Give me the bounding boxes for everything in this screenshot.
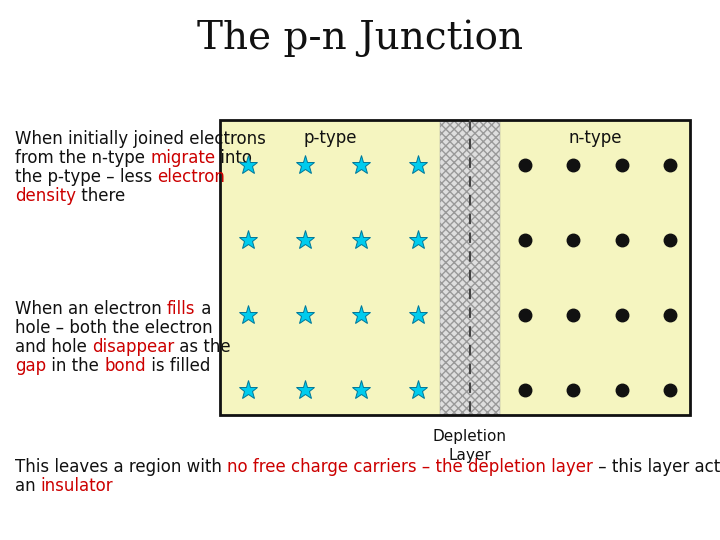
Text: insulator: insulator [41,477,114,495]
Text: migrate: migrate [150,149,215,167]
Bar [440,120,500,415]
Text: is filled: is filled [146,357,210,375]
Text: density: density [15,187,76,205]
Text: The p-n Junction: The p-n Junction [197,19,523,57]
Text: When initially joined electrons: When initially joined electrons [15,130,266,148]
Text: fills: fills [167,300,196,318]
Bar [220,120,690,415]
Text: electron: electron [158,168,225,186]
Text: disappear: disappear [92,338,174,356]
Bar [440,120,500,415]
Text: an: an [15,477,41,495]
Text: p-type: p-type [303,129,356,147]
Text: in the: in the [46,357,104,375]
Text: When an electron: When an electron [15,300,167,318]
Text: as the: as the [174,338,231,356]
Text: n-type: n-type [568,129,622,147]
Text: gap: gap [15,357,46,375]
Text: no free charge carriers – the depletion layer: no free charge carriers – the depletion … [227,458,593,476]
Bar [220,120,440,415]
Text: This leaves a region with: This leaves a region with [15,458,227,476]
Text: from the n-type: from the n-type [15,149,150,167]
Text: there: there [76,187,125,205]
Text: hole – both the electron: hole – both the electron [15,319,212,337]
Text: and hole: and hole [15,338,92,356]
Text: Depletion
Layer: Depletion Layer [433,429,507,463]
Text: bond: bond [104,357,146,375]
Bar [500,120,690,415]
Text: – this layer acts as: – this layer acts as [593,458,720,476]
Text: a: a [196,300,211,318]
Text: the p-type – less: the p-type – less [15,168,158,186]
Text: into: into [215,149,253,167]
